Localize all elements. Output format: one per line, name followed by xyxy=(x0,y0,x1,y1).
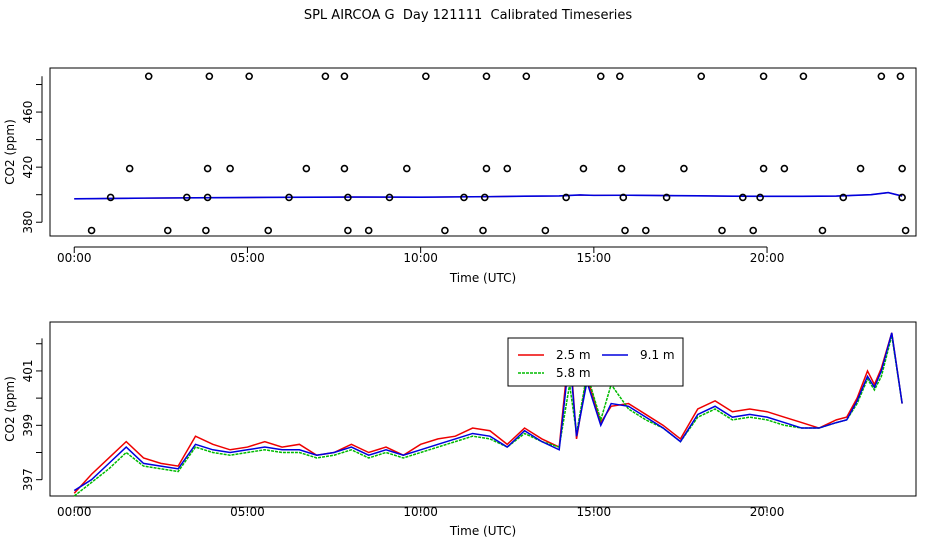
legend-label-0: 2.5 m xyxy=(556,348,591,362)
calibration-point-1 xyxy=(163,226,172,235)
calibration-point-28 xyxy=(839,193,848,202)
calibration-point-40 xyxy=(680,164,688,173)
calibration-point-12 xyxy=(749,226,757,235)
y-tick-label-0-2: 460 xyxy=(21,101,35,124)
calibration-point-4 xyxy=(344,226,352,235)
series-line-0 xyxy=(73,332,903,494)
y-axis-label-1: CO2 (ppm) xyxy=(3,376,17,442)
series-line-1 xyxy=(73,335,903,497)
x-tick-label-0-3: 15:00 xyxy=(577,251,612,265)
calibration-point-23 xyxy=(562,193,570,202)
calibration-point-20 xyxy=(385,193,394,202)
calibration-point-3 xyxy=(264,226,273,235)
timeseries-line xyxy=(74,191,903,200)
calibration-point-7 xyxy=(479,226,487,235)
y-tick-label-1-1: 399 xyxy=(21,414,35,437)
calibration-point-58 xyxy=(877,72,886,81)
calibration-point-33 xyxy=(302,164,311,173)
calibration-point-51 xyxy=(482,72,491,81)
calibration-point-32 xyxy=(226,164,234,173)
calibration-point-44 xyxy=(898,164,906,173)
calibration-point-38 xyxy=(579,164,588,173)
calibration-point-59 xyxy=(896,72,905,81)
calibration-point-25 xyxy=(662,193,671,202)
x-tick-label-0-0: 00:00 xyxy=(57,251,92,265)
calibration-point-31 xyxy=(203,164,212,173)
x-tick-label-1-1: 05:00 xyxy=(230,505,265,519)
y-tick-label-0-1: 420 xyxy=(21,156,35,179)
y-tick-label-0-0: 380 xyxy=(21,211,35,234)
calibration-point-5 xyxy=(364,226,373,235)
calibrated-timeseries-plot: 00:00 05:00 10:00 15:00 20:00 Time (UTC) 380 42… xyxy=(3,67,917,285)
calibration-point-2 xyxy=(202,226,210,235)
calibration-point-18 xyxy=(285,193,293,202)
calibration-point-37 xyxy=(503,164,512,173)
x-tick-label-0-1: 05:00 xyxy=(230,251,265,265)
calibration-point-27 xyxy=(756,193,764,202)
calibration-point-21 xyxy=(460,193,468,202)
calibration-point-15 xyxy=(106,193,115,202)
x-axis-label-1: Time (UTC) xyxy=(449,524,516,538)
calibration-point-48 xyxy=(321,72,330,81)
calibration-point-54 xyxy=(616,72,624,81)
calibration-point-35 xyxy=(402,164,411,173)
legend: 2.5 m 5.8 m 9.1 m xyxy=(507,337,684,387)
plot-frame-1 xyxy=(49,321,917,497)
series-line-2 xyxy=(73,332,903,492)
calibration-point-34 xyxy=(340,164,349,173)
calibration-point-45 xyxy=(144,72,153,81)
calibration-point-16 xyxy=(183,193,191,202)
tower-levels-plot: 00:00 05:00 10:00 15:00 20:00 Time (UTC) 397 39… xyxy=(3,321,917,538)
calibration-point-56 xyxy=(759,72,768,81)
calibration-point-24 xyxy=(619,193,628,202)
x-tick-label-0-2: 10:00 xyxy=(403,251,438,265)
calibration-point-26 xyxy=(738,193,747,202)
y-axis-label-0: CO2 (ppm) xyxy=(3,119,17,185)
calibration-point-9 xyxy=(621,226,629,235)
calibration-point-55 xyxy=(697,72,706,81)
calibration-point-41 xyxy=(759,164,768,173)
calibration-point-22 xyxy=(480,193,489,202)
calibration-point-49 xyxy=(340,72,349,81)
calibration-point-39 xyxy=(617,164,626,173)
calibration-point-53 xyxy=(596,72,605,81)
calibration-point-57 xyxy=(799,72,808,81)
calibration-point-29 xyxy=(898,193,906,202)
x-tick-label-1-2: 10:00 xyxy=(403,505,438,519)
y-tick-label-1-2: 401 xyxy=(21,359,35,382)
calibration-point-43 xyxy=(856,164,865,173)
calibration-point-42 xyxy=(780,164,789,173)
calibration-point-14 xyxy=(901,226,910,235)
legend-label-1: 5.8 m xyxy=(556,366,591,380)
x-axis-label-0: Time (UTC) xyxy=(449,271,516,285)
calibration-point-11 xyxy=(718,226,726,235)
legend-label-2: 9.1 m xyxy=(640,348,675,362)
calibration-point-46 xyxy=(205,72,214,81)
plot-frame-0 xyxy=(49,67,917,237)
calibration-point-52 xyxy=(522,72,531,81)
x-tick-label-1-3: 15:00 xyxy=(577,505,612,519)
calibration-point-8 xyxy=(541,226,550,235)
calibration-point-19 xyxy=(344,193,352,202)
calibration-point-6 xyxy=(441,226,449,235)
calibration-point-10 xyxy=(642,226,650,235)
calibration-point-13 xyxy=(818,226,827,235)
calibration-point-50 xyxy=(422,72,430,81)
calibration-point-30 xyxy=(125,164,134,173)
calibration-point-47 xyxy=(245,72,253,81)
x-tick-label-1-4: 20:00 xyxy=(750,505,785,519)
calibration-point-36 xyxy=(482,164,491,173)
legend-box xyxy=(507,337,684,387)
calibration-point-0 xyxy=(87,226,96,235)
y-tick-label-1-0: 397 xyxy=(21,468,35,491)
calibration-point-17 xyxy=(203,193,212,202)
page-title: SPL AIRCOA G Day 121111 Calibrated Times… xyxy=(303,8,633,23)
x-tick-label-0-4: 20:00 xyxy=(750,251,785,265)
x-tick-label-1-0: 00:00 xyxy=(57,505,92,519)
